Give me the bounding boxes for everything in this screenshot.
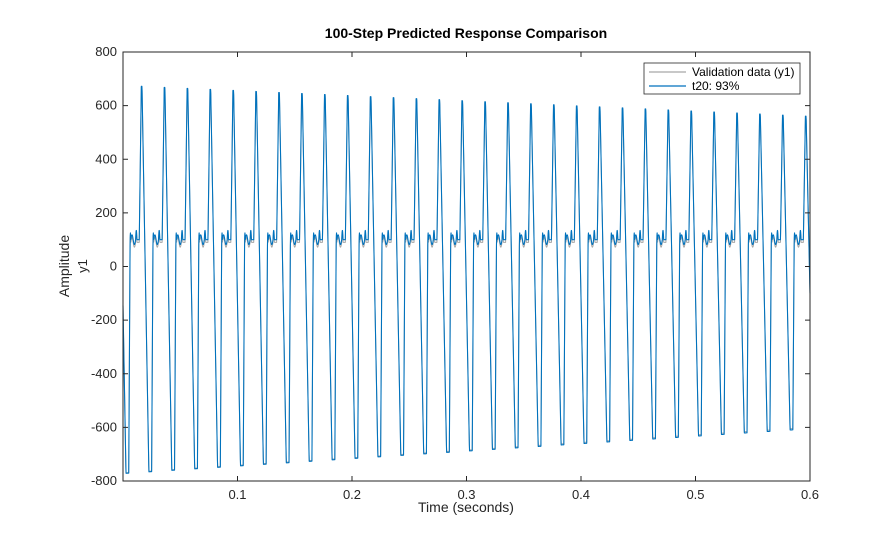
x-tick-label: 0.5	[686, 487, 704, 502]
legend-label-validation: Validation data (y1)	[692, 65, 795, 79]
legend-box	[643, 62, 801, 95]
series-line-t20	[122, 85, 811, 474]
x-tick-label: 0.1	[228, 487, 246, 502]
legend-label-t20: t20: 93%	[692, 79, 740, 93]
y-tick-label: 200	[95, 205, 117, 220]
y-axis-label: Amplitude	[56, 235, 72, 297]
y-tick-label: 800	[95, 44, 117, 59]
y-tick-label: -200	[91, 312, 117, 327]
y-tick-label: -800	[91, 473, 117, 488]
x-tick-label: 0.4	[572, 487, 590, 502]
y-tick-label: -600	[91, 419, 117, 434]
x-tick-label: 0.2	[343, 487, 361, 502]
plot-area	[123, 52, 810, 481]
series-layer	[122, 85, 811, 474]
x-tick-label: 0.3	[457, 487, 475, 502]
y-tick-label: 0	[110, 259, 117, 274]
legend: Validation data (y1) t20: 93%	[643, 62, 801, 95]
y-tick-label: 600	[95, 98, 117, 113]
y-tick-label: 400	[95, 151, 117, 166]
x-axis-label: Time (seconds)	[418, 499, 514, 515]
y-channel-label: y1	[75, 259, 90, 273]
chart-title: 100-Step Predicted Response Comparison	[325, 25, 607, 41]
y-tick-label: -400	[91, 366, 117, 381]
x-tick-label: 0.6	[801, 487, 819, 502]
tick-layer: 0.1 0.2 0.3 0.4 0.5 0.6 -800 -600 -400 -200 0 200 40…	[91, 44, 819, 502]
